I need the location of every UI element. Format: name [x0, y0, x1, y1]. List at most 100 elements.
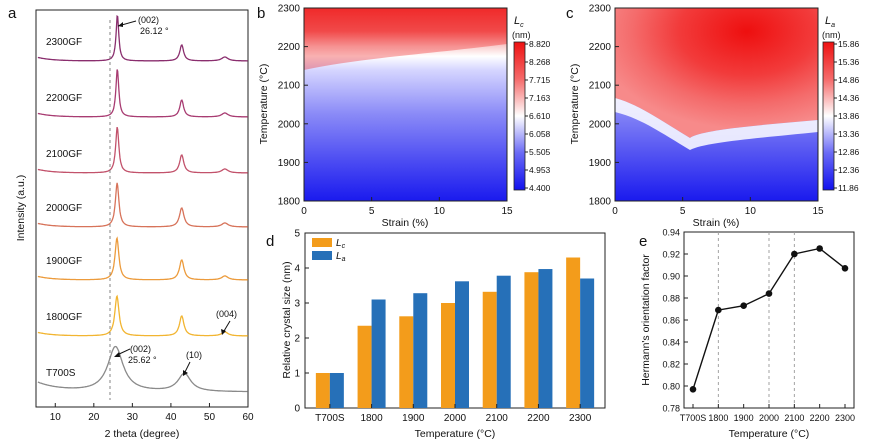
panel-b-frame	[303, 7, 508, 202]
d-ytick-label: 1	[294, 369, 300, 380]
annotation-002-bottom: (002)	[130, 344, 151, 354]
panel-letter-b: b	[257, 5, 265, 22]
xrd-curve-2000GF	[37, 182, 248, 228]
panel-c-la-heatmap: c 0 5 10 15 1800 1900 2000 2100 2200 2300 Strain …	[566, 4, 860, 230]
panel-d-legend: Lc La	[312, 238, 346, 263]
e-xtick-label: 2300	[835, 413, 855, 423]
d-ytick-label: 0	[294, 404, 300, 415]
panel-e-x-label: Temperature (°C)	[729, 428, 810, 440]
annotation-002-top: (002)	[138, 15, 159, 25]
heatmap-ytick-label: 2100	[278, 81, 301, 92]
colorbar-tick-label: 5.505	[529, 147, 551, 157]
heatmap-ytick-label: 2300	[589, 4, 612, 15]
panel-e-ticks: T700S 1800 1900 2000 2100 2200 2300 0.78 0.80 0.8…	[662, 228, 855, 424]
annotation-002-top-arrowhead	[118, 22, 123, 27]
panel-c-colorbar-unit: (nm)	[822, 30, 841, 40]
e-point-2100	[791, 250, 798, 258]
xrd-curve-2300GF	[37, 15, 248, 62]
panel-d-x-label: Temperature (°C)	[415, 428, 496, 440]
heatmap-ytick-label: 2200	[589, 42, 612, 53]
annotation-10: (10)	[186, 350, 202, 360]
heatmap-xtick-label: 15	[812, 206, 824, 217]
e-point-2300	[841, 265, 849, 272]
bar-La-2100	[496, 275, 511, 408]
colorbar-tick-label: 6.058	[529, 129, 551, 139]
panel-a-y-label: Intensity (a.u.)	[15, 175, 27, 242]
panel-d-crystal-size-bars: d T700S 1800 1900 2000 2100 2200 2300 0 1 2 3 4 5 Te…	[266, 229, 606, 440]
d-ytick-label: 4	[294, 264, 300, 275]
bar-Lc-2000	[441, 303, 455, 408]
bar-La-2200	[538, 269, 553, 408]
xrd-label-T700S: T700S	[46, 368, 76, 379]
colorbar-tick-label: 12.36	[838, 165, 860, 175]
e-point-T700S	[689, 386, 697, 393]
bar-La-1800	[371, 299, 386, 408]
annotation-10-arrow	[184, 361, 191, 373]
colorbar-tick-label: 15.86	[838, 39, 860, 49]
xrd-curve-T700S	[37, 345, 248, 393]
xrd-curve-1900GF	[37, 236, 248, 281]
d-xtick-label: 2000	[444, 413, 467, 424]
panel-letter-c: c	[566, 5, 574, 22]
panel-a-curves	[37, 15, 248, 393]
panel-b-y-label: Temperature (°C)	[258, 64, 270, 145]
colorbar-tick-label: 12.86	[838, 147, 860, 157]
a-xtick-label: 30	[127, 412, 139, 423]
colorbar-tick-label: 7.163	[529, 93, 551, 103]
a-xtick-label: 20	[88, 412, 100, 423]
d-xtick-label: T700S	[315, 413, 345, 424]
e-xtick-label: 1800	[708, 413, 728, 423]
panel-b-heatmap-field	[304, 8, 507, 201]
heatmap-ytick-label: 1800	[589, 197, 612, 208]
panel-c-y-label: Temperature (°C)	[569, 64, 581, 145]
d-xtick-label: 1900	[402, 413, 425, 424]
d-ytick-label: 2	[294, 334, 300, 345]
heatmap-ytick-label: 2100	[589, 81, 612, 92]
d-xtick-label: 2300	[569, 413, 592, 424]
d-xtick-label: 1800	[360, 413, 383, 424]
xrd-label-2000GF: 2000GF	[46, 203, 82, 214]
heatmap-ytick-label: 2300	[278, 4, 301, 15]
panel-c-colorbar-title: La	[825, 15, 835, 29]
panel-a-xrd: a T700S 1800GF 1900GF 2000GF 2100GF 2200GF 230…	[8, 5, 254, 440]
colorbar-tick-label: 15.36	[838, 57, 860, 67]
d-xtick-label: 2100	[486, 413, 509, 424]
a-xtick-label: 40	[165, 412, 177, 423]
panel-letter-e: e	[639, 233, 647, 250]
xrd-curve-2200GF	[37, 69, 248, 118]
panel-e-y-label: Hermann's orientation factor	[640, 254, 652, 386]
legend-label-la: La	[336, 251, 346, 263]
panel-c-ticks: 0 5 10 15 1800 1900 2000 2100 2200 2300	[589, 4, 824, 218]
bar-Lc-1900	[399, 316, 414, 408]
e-point-1900	[740, 302, 747, 310]
panel-b-colorbar-unit: (nm)	[512, 30, 531, 40]
panel-a-x-ticks: 10 20 30 40 50 60	[50, 403, 254, 423]
e-ytick-label: 0.92	[662, 250, 680, 260]
annotation-10-arrowhead	[183, 370, 188, 376]
a-xtick-label: 10	[50, 412, 62, 423]
heatmap-ytick-label: 2200	[278, 42, 301, 53]
heatmap-ytick-label: 2000	[278, 119, 301, 130]
annotation-004: (004)	[216, 309, 237, 319]
colorbar-tick-label: 14.36	[838, 93, 860, 103]
e-point-2200	[816, 245, 823, 252]
bar-La-2300	[580, 278, 595, 408]
heatmap-ytick-label: 1900	[589, 158, 612, 169]
panel-c-frame	[614, 7, 819, 202]
panel-c-x-label: Strain (%)	[693, 217, 740, 229]
e-xtick-label: T700S	[680, 413, 707, 423]
e-point-1800	[715, 306, 722, 314]
panel-a-frame	[35, 9, 249, 408]
d-ytick-label: 5	[294, 229, 300, 240]
xrd-label-2300GF: 2300GF	[46, 37, 82, 48]
heatmap-xtick-label: 5	[369, 206, 375, 217]
panel-c-heatmap-hot-region	[615, 8, 818, 138]
heatmap-xtick-label: 15	[501, 206, 513, 217]
a-xtick-label: 60	[242, 412, 254, 423]
annotation-004-arrow	[223, 320, 231, 332]
colorbar-tick-label: 13.86	[838, 111, 860, 121]
bar-Lc-T700S	[315, 373, 330, 408]
panel-c-colorbar-ticks: 15.86 15.36 14.86 14.36 13.86 13.36 12.86 12.36…	[834, 39, 860, 193]
panel-e-orientation-factor: e T700S 1800 1900 2000 2100 2200 2300 0.78 0.80 0…	[639, 228, 855, 441]
